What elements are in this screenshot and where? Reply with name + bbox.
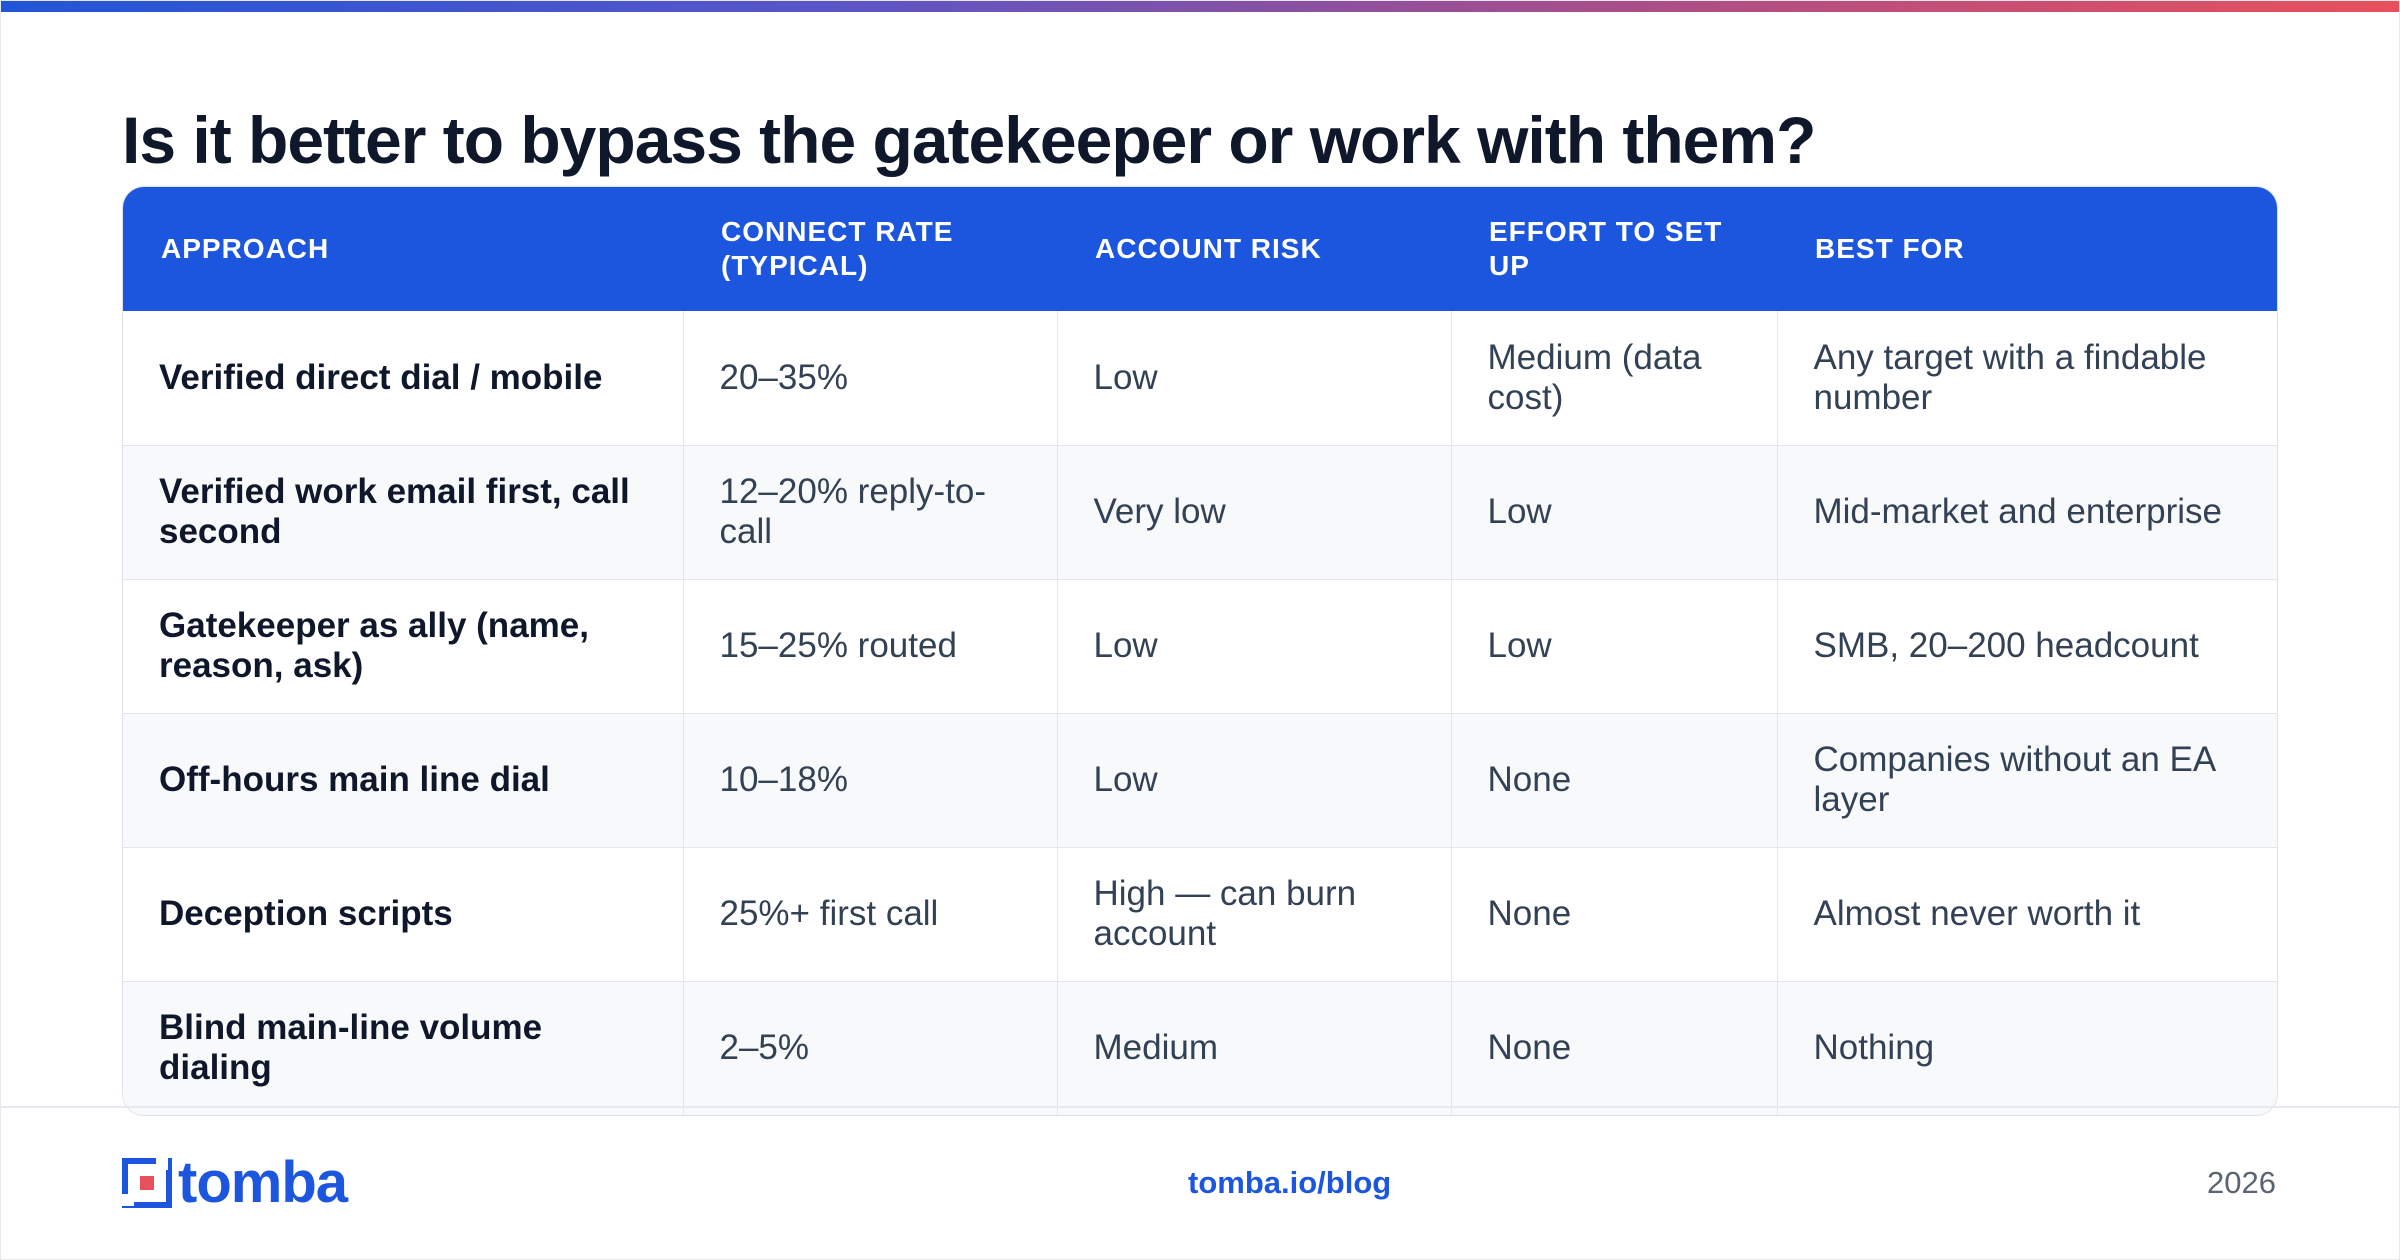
cell-effort: None	[1451, 713, 1778, 848]
cell-approach: Verified work email first, call second	[123, 445, 684, 580]
header-effort: EFFORT TO SET UP	[1489, 216, 1723, 281]
cell-best-for: SMB, 20–200 headcount	[1777, 579, 2277, 714]
cell-approach: Blind main-line volume dialing	[123, 981, 684, 1115]
tomba-logo-icon	[122, 1158, 172, 1208]
table-row: Blind main-line volume dialing 2–5% Medi…	[123, 981, 2277, 1115]
top-accent-bar	[0, 0, 2400, 12]
cell-approach: Gatekeeper as ally (name, reason, ask)	[123, 579, 684, 714]
cell-account-risk: Low	[1057, 579, 1452, 714]
tomba-logo[interactable]: tomba	[122, 1150, 348, 1215]
cell-account-risk: Very low	[1057, 445, 1452, 580]
cell-connect-rate: 2–5%	[683, 981, 1058, 1115]
blog-link[interactable]: tomba.io/blog	[1188, 1165, 1392, 1200]
table-row: Off-hours main line dial 10–18% Low None…	[123, 713, 2277, 848]
cell-connect-rate: 15–25% routed	[683, 579, 1058, 714]
cell-best-for: Companies without an EA layer	[1777, 713, 2277, 848]
cell-effort: Low	[1451, 579, 1778, 714]
cell-best-for: Nothing	[1777, 981, 2277, 1115]
cell-connect-rate: 20–35%	[683, 311, 1058, 446]
cell-approach: Off-hours main line dial	[123, 713, 684, 848]
header-connect-rate: CONNECT RATE (TYPICAL)	[721, 216, 954, 281]
cell-best-for: Almost never worth it	[1777, 847, 2277, 982]
footer-divider	[0, 1106, 2400, 1108]
table-row: Verified work email first, call second 1…	[123, 445, 2277, 580]
logo-wordmark: tomba	[178, 1150, 348, 1215]
table-row: Deception scripts 25%+ first call High —…	[123, 847, 2277, 982]
comparison-table: APPROACH CONNECT RATE (TYPICAL) ACCOUNT …	[122, 186, 2278, 1116]
cell-account-risk: Low	[1057, 713, 1452, 848]
cell-effort: Medium (data cost)	[1451, 311, 1778, 446]
cell-best-for: Mid-market and enterprise	[1777, 445, 2277, 580]
cell-effort: None	[1451, 847, 1778, 982]
cell-connect-rate: 12–20% reply-to-call	[683, 445, 1058, 580]
cell-account-risk: Low	[1057, 311, 1452, 446]
cell-best-for: Any target with a findable number	[1777, 311, 2277, 446]
table-header-row: APPROACH CONNECT RATE (TYPICAL) ACCOUNT …	[123, 187, 2277, 311]
cell-connect-rate: 25%+ first call	[683, 847, 1058, 982]
cell-effort: Low	[1451, 445, 1778, 580]
cell-account-risk: Medium	[1057, 981, 1452, 1115]
table-row: Gatekeeper as ally (name, reason, ask) 1…	[123, 579, 2277, 714]
table-row: Verified direct dial / mobile 20–35% Low…	[123, 311, 2277, 446]
header-approach: APPROACH	[161, 233, 330, 265]
footer-year: 2026	[2207, 1165, 2276, 1200]
page-title: Is it better to bypass the gatekeeper or…	[122, 103, 1816, 177]
cell-connect-rate: 10–18%	[683, 713, 1058, 848]
cell-account-risk: High — can burn account	[1057, 847, 1452, 982]
cell-effort: None	[1451, 981, 1778, 1115]
cell-approach: Verified direct dial / mobile	[123, 311, 684, 446]
header-account-risk: ACCOUNT RISK	[1095, 233, 1322, 265]
cell-approach: Deception scripts	[123, 847, 684, 982]
header-best-for: BEST FOR	[1815, 233, 1965, 265]
